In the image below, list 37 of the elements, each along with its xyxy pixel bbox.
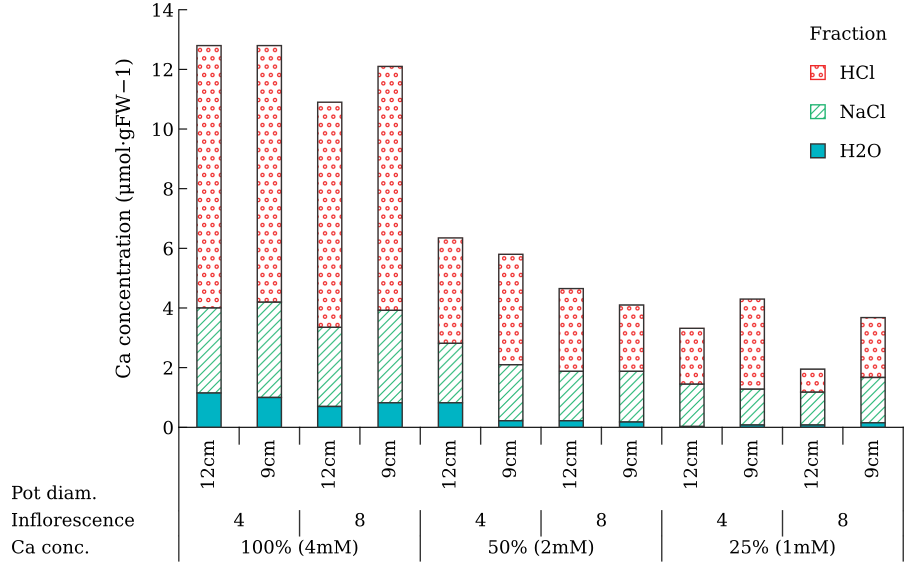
y-tick-label: 10 xyxy=(153,122,173,136)
y-tick-label: 2 xyxy=(164,361,172,374)
x-tick-label: 12cm xyxy=(562,440,576,488)
y-axis-title: Ca concentration (μmol·gFW−1) xyxy=(115,60,134,378)
text: 8 xyxy=(838,512,848,526)
y-tick-label: 12 xyxy=(153,62,172,76)
text: 50% (2mM) xyxy=(489,540,594,556)
text: 8 xyxy=(355,512,364,526)
text: Inflorescence xyxy=(12,512,134,526)
y-tick-label: 4 xyxy=(163,301,174,315)
text: 25% (1mM) xyxy=(730,540,835,556)
text: 4 xyxy=(716,512,727,526)
x-tick-label: 9cm xyxy=(864,440,878,478)
legend-label: NaCl xyxy=(840,104,886,118)
x-tick-label: 9cm xyxy=(382,440,396,478)
text: 4 xyxy=(475,512,486,526)
y-tick-label: 8 xyxy=(164,182,173,196)
x-tick-label: 9cm xyxy=(744,440,758,478)
text: 100% (4mM) xyxy=(242,540,358,556)
y-tick-label: 0 xyxy=(164,420,173,434)
x-tick-label: 12cm xyxy=(442,440,456,488)
legend-title: Fraction xyxy=(810,26,886,40)
x-tick-label: 12cm xyxy=(684,440,698,488)
x-tick-label: 9cm xyxy=(623,440,637,478)
x-tick-label: 12cm xyxy=(804,440,818,488)
x-tick-label: 12cm xyxy=(200,440,214,488)
text: 8 xyxy=(596,512,606,526)
text: Ca conc. xyxy=(12,540,88,554)
y-tick-label: 6 xyxy=(164,242,173,256)
text: Pot diam. xyxy=(12,485,96,500)
y-tick-label: 14 xyxy=(153,3,174,17)
x-tick-label: 9cm xyxy=(260,440,275,478)
legend-label: HCl xyxy=(840,65,874,80)
x-tick-label: 9cm xyxy=(502,440,516,478)
text: 4 xyxy=(234,512,244,526)
legend-label: H2O xyxy=(840,144,881,158)
x-tick-label: 12cm xyxy=(321,440,335,488)
